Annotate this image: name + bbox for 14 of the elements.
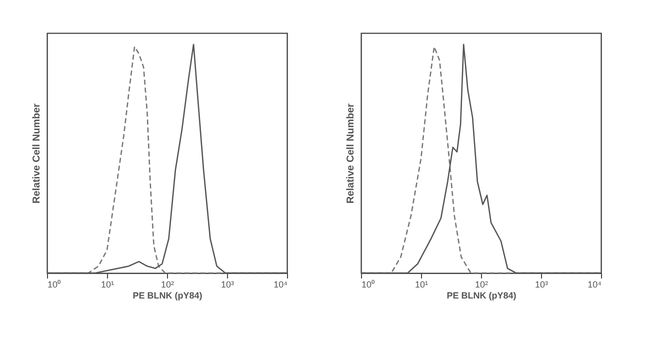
y-axis-title: Relative Cell Number (346, 103, 356, 204)
x-tick-label: 10² (160, 280, 174, 290)
x-tick-label: 10¹ (414, 280, 428, 290)
x-tick-label: 10⁰ (48, 280, 61, 290)
x-axis-title: PE BLNK (pY84) (132, 290, 202, 300)
x-axis-title: PE BLNK (pY84) (446, 290, 516, 300)
x-tick-label: 10² (474, 280, 488, 290)
x-tick-label: 10¹ (100, 280, 114, 290)
x-tick-label: 10³ (534, 280, 548, 290)
x-tick-label: 10⁴ (588, 280, 602, 290)
x-tick-label: 10⁴ (274, 280, 288, 290)
y-axis-title: Relative Cell Number (32, 103, 42, 204)
x-tick-label: 10⁰ (362, 280, 375, 290)
x-tick-label: 10³ (220, 280, 234, 290)
